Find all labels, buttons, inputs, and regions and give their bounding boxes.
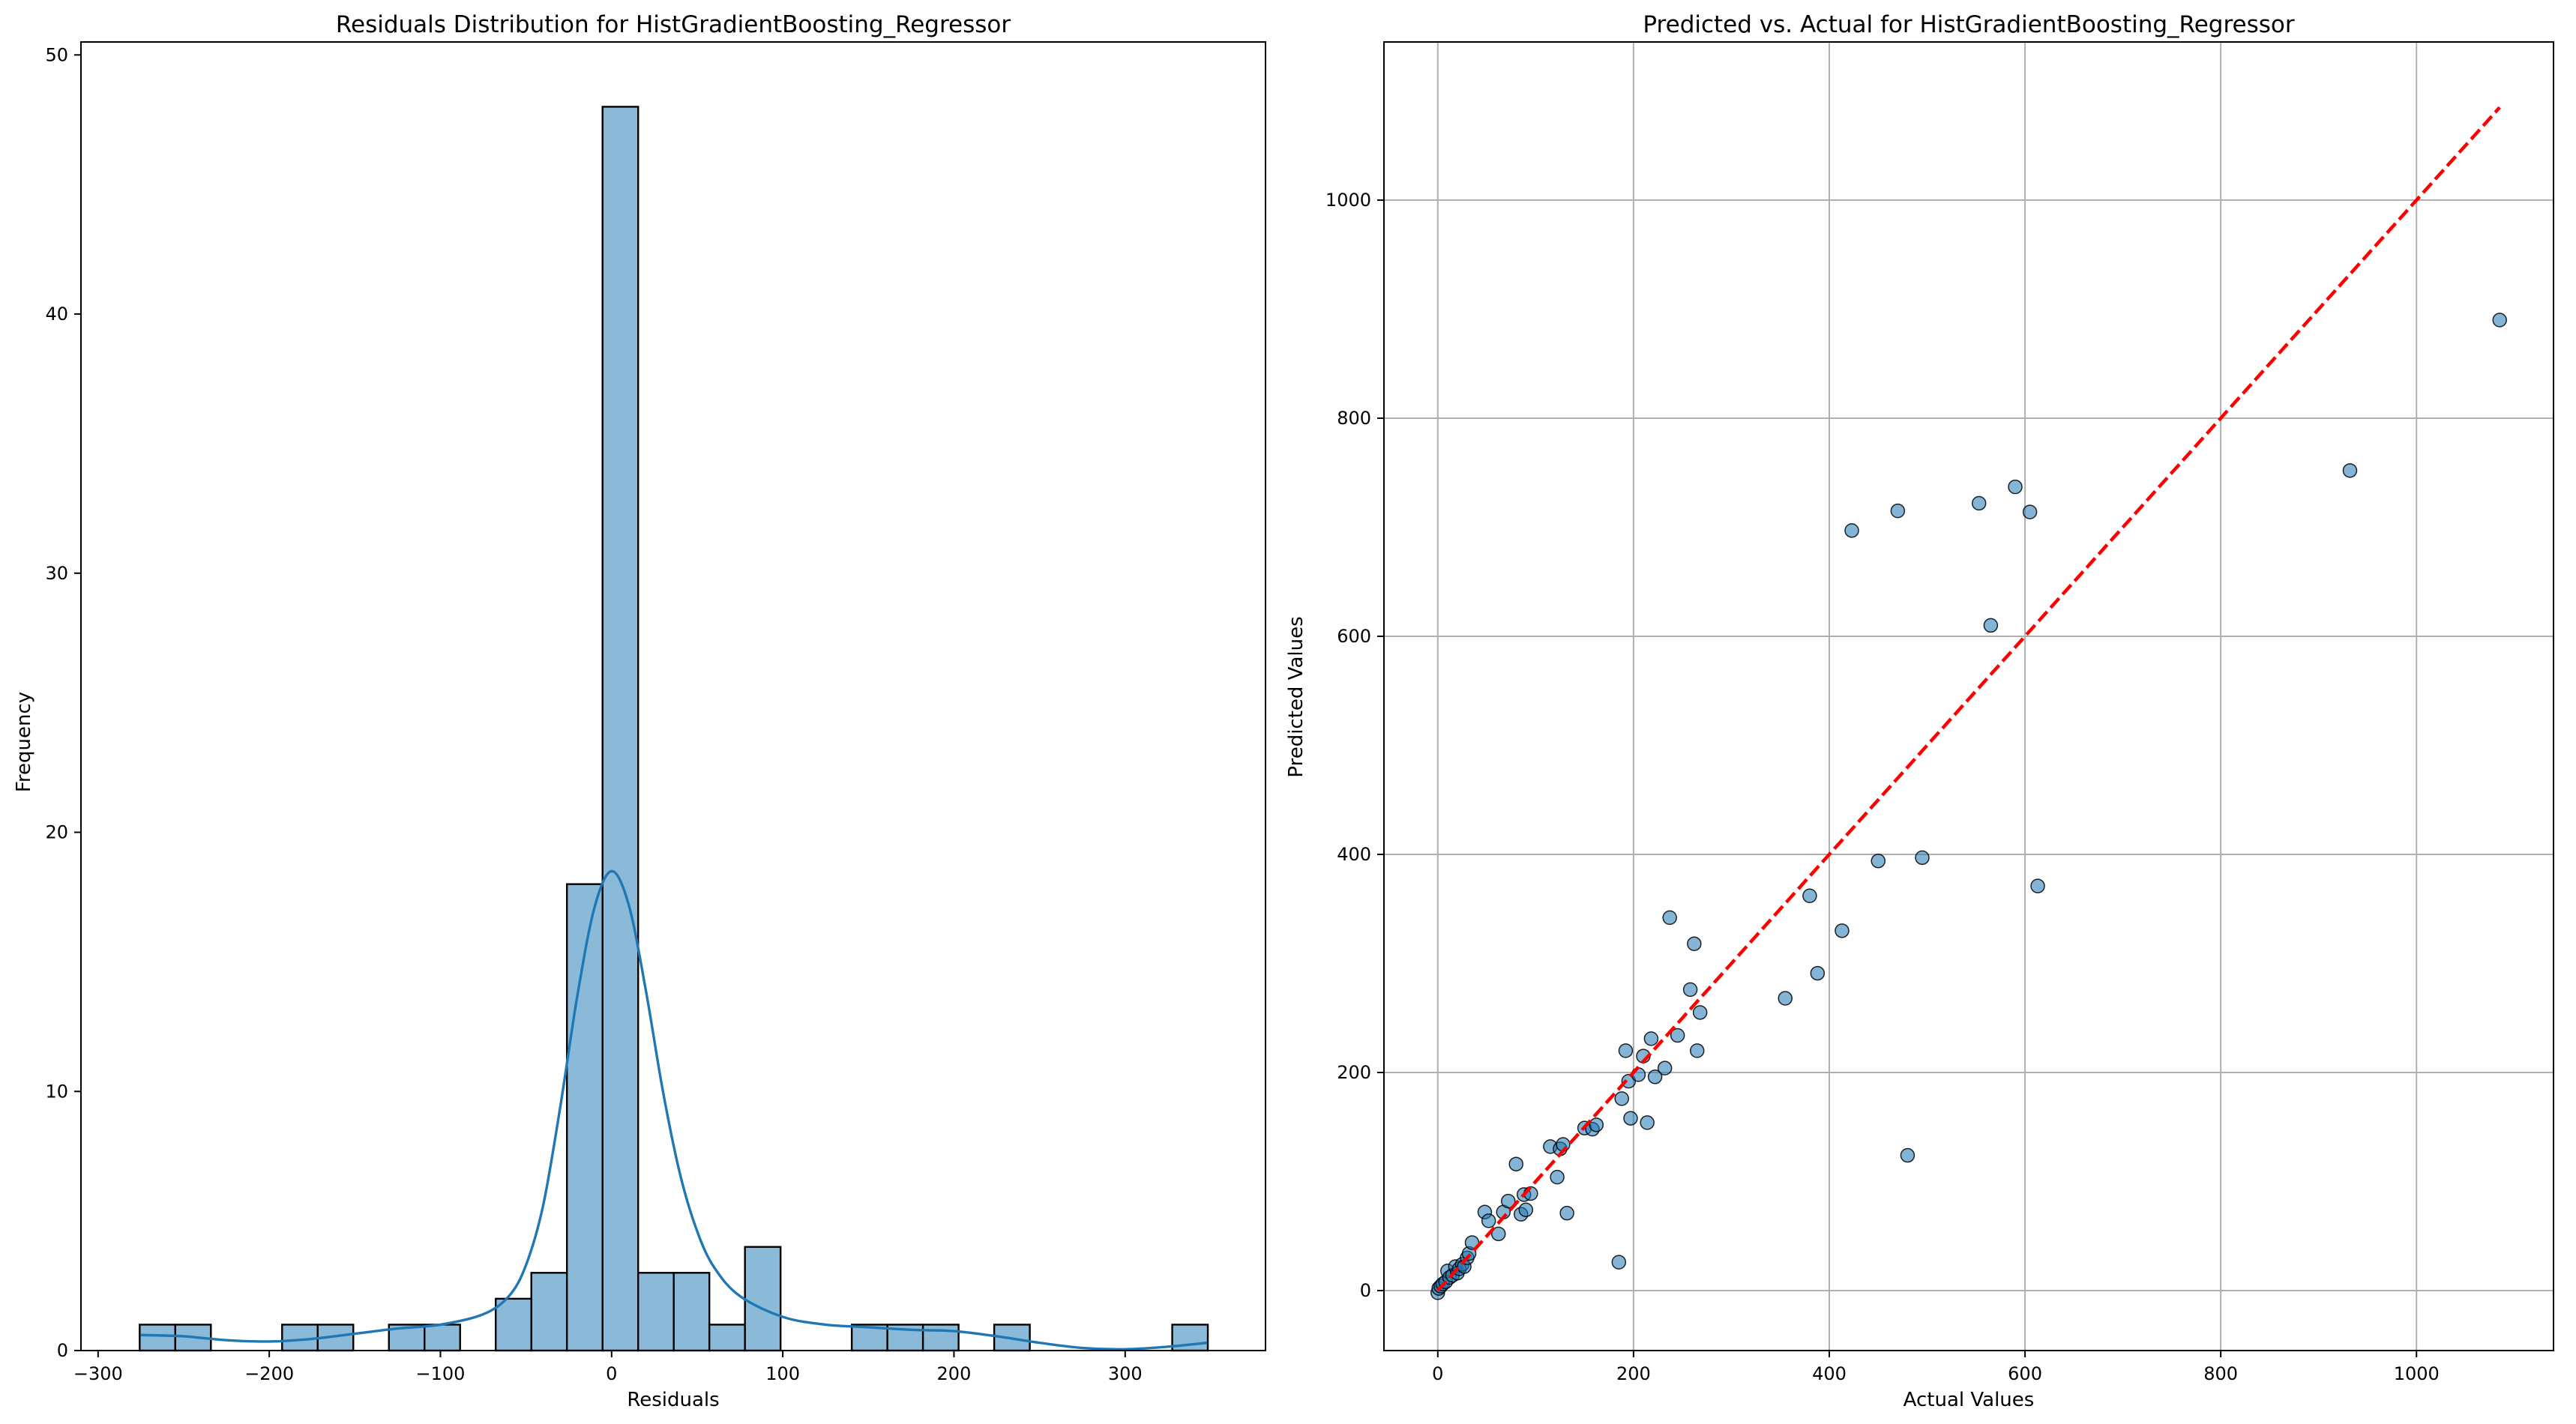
- histogram-bar: [744, 1246, 782, 1352]
- histogram-bar: [637, 1272, 675, 1352]
- scatter-point: [1692, 1005, 1708, 1020]
- scatter-x-tick-label: 1000: [2394, 1363, 2440, 1384]
- scatter-frame: [1383, 41, 2554, 1351]
- scatter-point: [1657, 1061, 1673, 1075]
- histogram-y-tick-label: 0: [57, 1340, 68, 1361]
- histogram-bar: [530, 1272, 568, 1352]
- scatter-point: [1508, 1156, 1523, 1171]
- histogram-bar: [495, 1297, 532, 1352]
- scatter-point: [1802, 888, 1817, 904]
- reference-line: [1436, 106, 2501, 1292]
- histogram-xlabel: Residuals: [627, 1389, 719, 1411]
- scatter-y-tick-label: 200: [1337, 1062, 1371, 1083]
- scatter-x-tick-label: 0: [1432, 1363, 1443, 1384]
- histogram-y-tick-label: 40: [45, 304, 68, 325]
- scatter-point: [1890, 503, 1906, 519]
- scatter-x-tick-label: 400: [1812, 1363, 1847, 1384]
- scatter-x-tick-label: 200: [1616, 1363, 1651, 1384]
- scatter-plot-area: 0 200 400 600 800 1000 0 200 400 600 800 1000: [1325, 41, 2554, 1384]
- scatter-point: [2030, 878, 2045, 893]
- histogram-x-tick-label: −300: [73, 1363, 123, 1384]
- scatter-point: [1643, 1031, 1659, 1046]
- histogram-ylabel: Frequency: [13, 692, 35, 792]
- scatter-y-tick-label: 800: [1337, 408, 1371, 429]
- histogram-bar: [601, 106, 640, 1352]
- scatter-point: [1844, 523, 1859, 538]
- scatter-point: [1971, 495, 1987, 511]
- histogram-plot-area: −300 −200 −100 0 100 200 300 0 10 20 30 40 50: [45, 41, 1266, 1384]
- histogram-x-tick-label: −100: [416, 1363, 466, 1384]
- scatter-point: [1900, 1147, 1916, 1163]
- histogram-x-tick-label: 0: [606, 1363, 617, 1384]
- histogram-y-tick-label: 10: [45, 1081, 68, 1102]
- scatter-point: [1481, 1213, 1496, 1228]
- scatter-point: [1670, 1028, 1685, 1043]
- histogram-y-tick-label: 50: [45, 44, 68, 65]
- scatter-point: [1623, 1111, 1638, 1126]
- scatter-point: [2022, 504, 2038, 519]
- histogram-x-tick-label: −200: [244, 1363, 294, 1384]
- scatter-y-tick-label: 400: [1337, 844, 1371, 865]
- scatter-point: [1618, 1043, 1634, 1058]
- scatter-ylabel: Predicted Values: [1285, 616, 1307, 777]
- scatter-point: [1501, 1193, 1516, 1209]
- histogram-bar: [708, 1324, 746, 1352]
- scatter-point: [1611, 1255, 1627, 1270]
- scatter-title: Predicted vs. Actual for HistGradientBoo…: [1643, 11, 2294, 38]
- scatter-point: [1871, 853, 1886, 869]
- scatter-point: [2492, 313, 2507, 328]
- histogram-x-tick-label: 300: [1108, 1363, 1143, 1384]
- scatter-point: [1915, 850, 1930, 866]
- scatter-point: [1518, 1202, 1534, 1218]
- kde-curve: [140, 869, 1208, 1351]
- histogram-y-tick-label: 20: [45, 822, 68, 843]
- scatter-point: [1682, 982, 1698, 998]
- predicted-vs-actual-chart: Predicted vs. Actual for HistGradientBoo…: [1285, 11, 2554, 1411]
- scatter-xlabel: Actual Values: [1904, 1389, 2035, 1411]
- scatter-x-tick-label: 800: [2203, 1363, 2238, 1384]
- histogram-bar: [921, 1324, 960, 1352]
- scatter-y-tick-label: 0: [1360, 1280, 1371, 1301]
- scatter-y-tick-label: 1000: [1325, 190, 1371, 211]
- histogram-x-tick-label: 200: [937, 1363, 972, 1384]
- scatter-point: [1614, 1091, 1629, 1106]
- scatter-point: [1983, 618, 1999, 633]
- scatter-x-tick-label: 600: [2008, 1363, 2042, 1384]
- histogram-bar: [672, 1272, 711, 1352]
- scatter-point: [1647, 1069, 1663, 1084]
- residuals-histogram-chart: Residuals Distribution for HistGradientB…: [13, 11, 1266, 1411]
- scatter-point: [1689, 1043, 1705, 1058]
- histogram-bar: [139, 1324, 177, 1352]
- scatter-point: [1687, 936, 1702, 952]
- scatter-point: [1550, 1169, 1565, 1185]
- scatter-point: [2008, 479, 2023, 495]
- scatter-point: [1490, 1226, 1506, 1242]
- histogram-title: Residuals Distribution for HistGradientB…: [336, 11, 1011, 38]
- scatter-point: [1559, 1205, 1574, 1221]
- scatter-point: [2342, 463, 2358, 478]
- histogram-x-tick-label: 100: [765, 1363, 800, 1384]
- scatter-point: [1778, 991, 1793, 1006]
- histogram-bar: [424, 1324, 461, 1352]
- scatter-point: [1662, 910, 1677, 926]
- scatter-point: [1810, 965, 1826, 981]
- histogram-y-tick-label: 30: [45, 563, 68, 584]
- scatter-point: [1835, 923, 1850, 938]
- scatter-y-tick-label: 600: [1337, 626, 1371, 647]
- scatter-point: [1589, 1117, 1604, 1132]
- scatter-point: [1640, 1115, 1655, 1130]
- histogram-frame: [80, 41, 1266, 1351]
